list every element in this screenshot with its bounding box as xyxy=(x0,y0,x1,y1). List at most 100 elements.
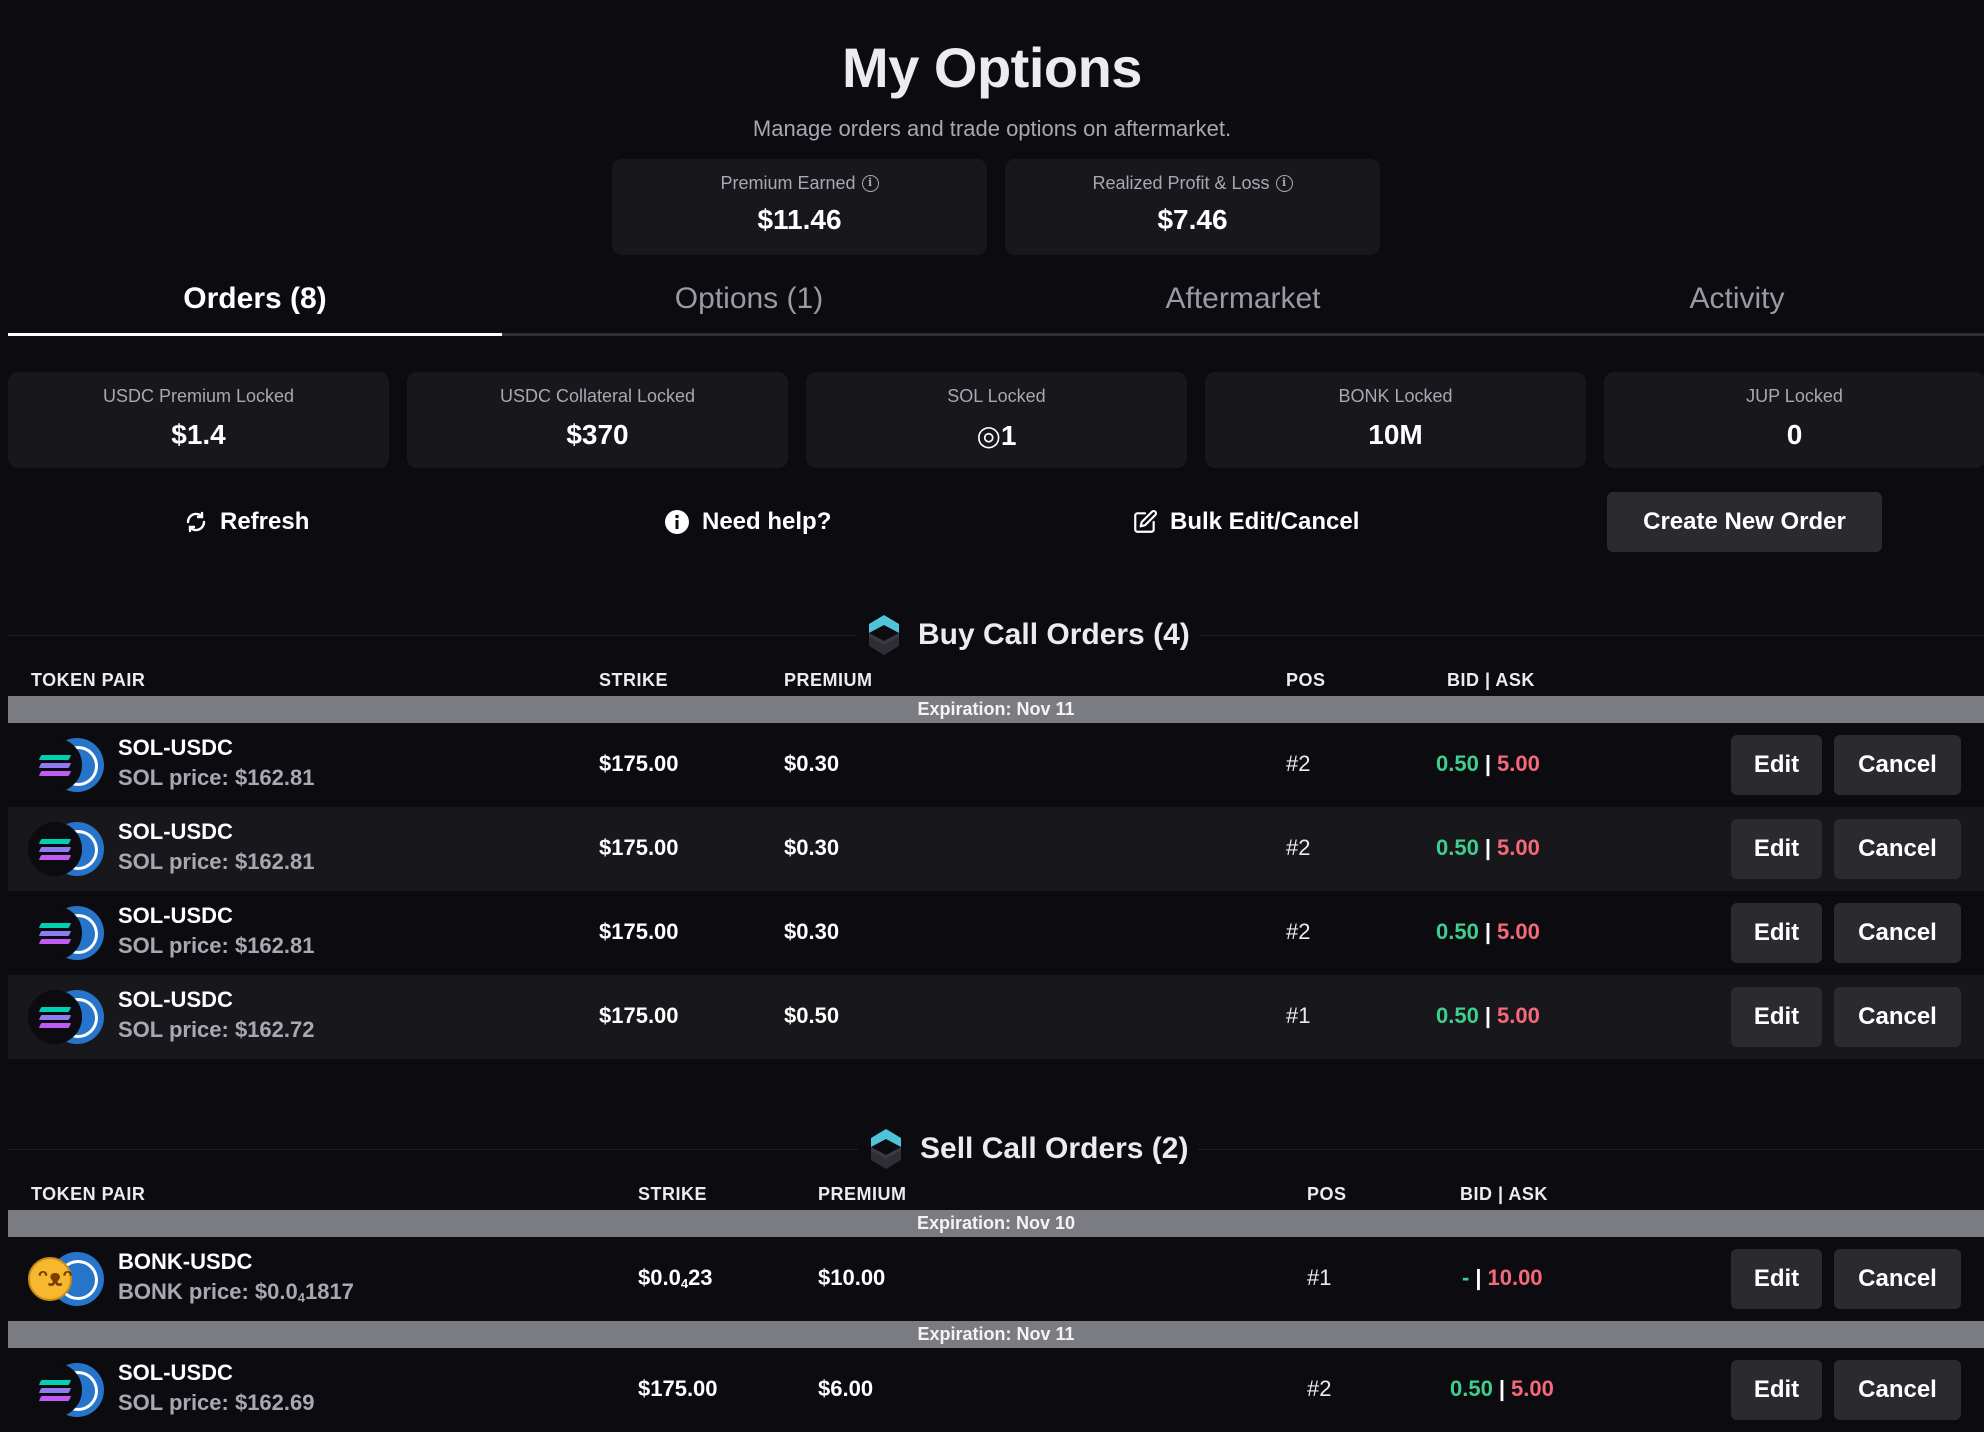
bid-ask-separator: | xyxy=(1484,835,1491,860)
token-pair-icons xyxy=(28,737,108,793)
table-row: SOL-USDC SOL price: $162.81 $175.00 $0.3… xyxy=(8,807,1984,891)
premium: $0.30 xyxy=(784,835,840,860)
token-price: SOL price: $162.81 xyxy=(118,933,315,958)
token-price: BONK price: $0.041817 xyxy=(118,1279,354,1305)
section-logo-icon xyxy=(871,1129,901,1169)
bid-ask-separator: | xyxy=(1484,919,1491,944)
edit-button[interactable]: Edit xyxy=(1731,819,1822,879)
stat-label: Premium Earned xyxy=(720,173,856,193)
cancel-button[interactable]: Cancel xyxy=(1834,903,1961,963)
bid-ask-separator: | xyxy=(1475,1265,1482,1290)
column-pos: POS xyxy=(1286,670,1326,690)
lock-value: 0 xyxy=(1786,419,1803,450)
token-pair: BONK-USDC xyxy=(118,1249,253,1274)
position: #2 xyxy=(1286,919,1311,944)
token-pair-icons xyxy=(28,821,108,877)
bulk-edit-label: Bulk Edit/Cancel xyxy=(1170,508,1360,535)
bid-value: 0.50 xyxy=(1436,1003,1479,1028)
strike: $175.00 xyxy=(599,751,679,776)
strike: $175.00 xyxy=(599,835,679,860)
column-pos: POS xyxy=(1307,1184,1347,1204)
tab-aftermarket[interactable]: Aftermarket xyxy=(1165,282,1321,315)
table-row: SOL-USDC SOL price: $162.72 $175.00 $0.5… xyxy=(8,975,1984,1059)
tab-bar: Orders (8) Options (1) Aftermarket Activ… xyxy=(8,276,1984,336)
edit-button[interactable]: Edit xyxy=(1731,735,1822,795)
premium: $0.50 xyxy=(784,1003,840,1028)
bonk-token-icon: ᵔᴥᵔ xyxy=(28,1257,72,1301)
usdc-collateral-locked-card: USDC Collateral Locked $370 xyxy=(407,372,788,468)
expiration-bar: Expiration: Nov 11 xyxy=(8,1321,1984,1348)
column-premium: PREMIUM xyxy=(784,670,873,690)
expiration-bar: Expiration: Nov 10 xyxy=(8,1210,1984,1237)
token-price: SOL price: $162.81 xyxy=(118,765,315,790)
position: #1 xyxy=(1286,1003,1311,1028)
table-row: SOL-USDC SOL price: $162.81 $175.00 $0.3… xyxy=(8,891,1984,975)
page-title: My Options xyxy=(842,36,1142,99)
table-row: SOL-USDC SOL price: $162.69 $175.00 $6.0… xyxy=(8,1348,1984,1432)
strike: $175.00 xyxy=(599,919,679,944)
refresh-button[interactable]: Refresh xyxy=(184,492,309,552)
locked-summary: USDC Premium Locked $1.4 USDC Collateral… xyxy=(8,372,1984,468)
need-help-button[interactable]: Need help? xyxy=(664,492,831,552)
premium-earned-card: Premium Earned i $11.46 xyxy=(612,159,987,255)
edit-button[interactable]: Edit xyxy=(1731,1249,1822,1309)
bulk-edit-cancel-button[interactable]: Bulk Edit/Cancel xyxy=(1132,492,1359,552)
lock-label: JUP Locked xyxy=(1746,386,1843,406)
bid-value: 0.50 xyxy=(1450,1376,1493,1401)
cancel-button[interactable]: Cancel xyxy=(1834,735,1961,795)
token-pair: SOL-USDC xyxy=(118,903,233,928)
column-strike: STRIKE xyxy=(638,1184,708,1204)
info-icon[interactable]: i xyxy=(861,175,879,192)
column-bid-ask: BID | ASK xyxy=(1460,1184,1548,1204)
page-subtitle: Manage orders and trade options on after… xyxy=(752,116,1232,141)
refresh-label: Refresh xyxy=(220,508,310,535)
cancel-button[interactable]: Cancel xyxy=(1834,1249,1961,1309)
sol-token-icon xyxy=(28,822,82,876)
sol-token-icon xyxy=(28,1363,82,1417)
token-pair: SOL-USDC xyxy=(118,819,233,844)
cancel-button[interactable]: Cancel xyxy=(1834,1360,1961,1420)
bid-ask: 0.50 | 5.00 xyxy=(1436,1003,1540,1029)
token-price: SOL price: $162.81 xyxy=(118,849,315,874)
section-title: Buy Call Orders (4) xyxy=(918,618,1190,651)
premium: $0.30 xyxy=(784,751,840,776)
ask-value: 5.00 xyxy=(1496,751,1540,776)
cancel-button[interactable]: Cancel xyxy=(1834,987,1961,1047)
column-premium: PREMIUM xyxy=(818,1184,907,1204)
token-price: SOL price: $162.69 xyxy=(118,1390,315,1415)
bid-ask: 0.50 | 5.00 xyxy=(1436,751,1540,777)
info-icon[interactable]: i xyxy=(1275,175,1293,192)
create-new-order-button[interactable]: Create New Order xyxy=(1607,492,1882,552)
table-header: TOKEN PAIR STRIKE PREMIUM POS BID | ASK xyxy=(8,660,1984,696)
cancel-button[interactable]: Cancel xyxy=(1834,819,1961,879)
tab-options[interactable]: Options (1) xyxy=(674,282,824,315)
stat-value: $11.46 xyxy=(757,204,842,235)
ask-value: 10.00 xyxy=(1487,1265,1543,1290)
page-header: My Options xyxy=(0,0,1984,100)
sol-token-icon xyxy=(28,990,82,1044)
section-logo-icon xyxy=(869,615,899,655)
strike: $0.0423 xyxy=(638,1265,713,1291)
edit-button[interactable]: Edit xyxy=(1731,903,1822,963)
bid-ask-separator: | xyxy=(1498,1376,1505,1401)
sol-locked-card: SOL Locked ◎1 xyxy=(806,372,1187,468)
token-pair: SOL-USDC xyxy=(118,987,233,1012)
premium: $6.00 xyxy=(818,1376,874,1401)
tab-activity[interactable]: Activity xyxy=(1689,282,1785,315)
action-bar: Refresh Need help? Bulk Edit/Cancel Crea… xyxy=(8,492,1984,552)
token-pair-icons xyxy=(28,989,108,1045)
premium: $10.00 xyxy=(818,1265,886,1290)
stat-value: $7.46 xyxy=(1157,204,1228,235)
table-header: TOKEN PAIR STRIKE PREMIUM POS BID | ASK xyxy=(8,1174,1984,1210)
edit-button[interactable]: Edit xyxy=(1731,1360,1822,1420)
token-price: SOL price: $162.72 xyxy=(118,1017,315,1042)
column-bid-ask: BID | ASK xyxy=(1447,670,1535,690)
stat-label: Realized Profit & Loss xyxy=(1092,173,1270,193)
edit-button[interactable]: Edit xyxy=(1731,987,1822,1047)
column-token-pair: TOKEN PAIR xyxy=(31,670,146,690)
need-help-label: Need help? xyxy=(702,508,832,535)
bid-ask-separator: | xyxy=(1484,1003,1491,1028)
tab-orders[interactable]: Orders (8) xyxy=(8,276,502,336)
position: #2 xyxy=(1286,751,1311,776)
premium: $0.30 xyxy=(784,919,840,944)
